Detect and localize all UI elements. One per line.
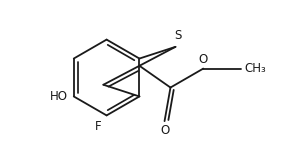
Text: CH₃: CH₃ — [244, 62, 266, 75]
Text: O: O — [160, 124, 169, 137]
Text: F: F — [95, 120, 102, 133]
Text: HO: HO — [50, 90, 68, 103]
Text: S: S — [174, 29, 181, 42]
Text: O: O — [199, 53, 208, 66]
